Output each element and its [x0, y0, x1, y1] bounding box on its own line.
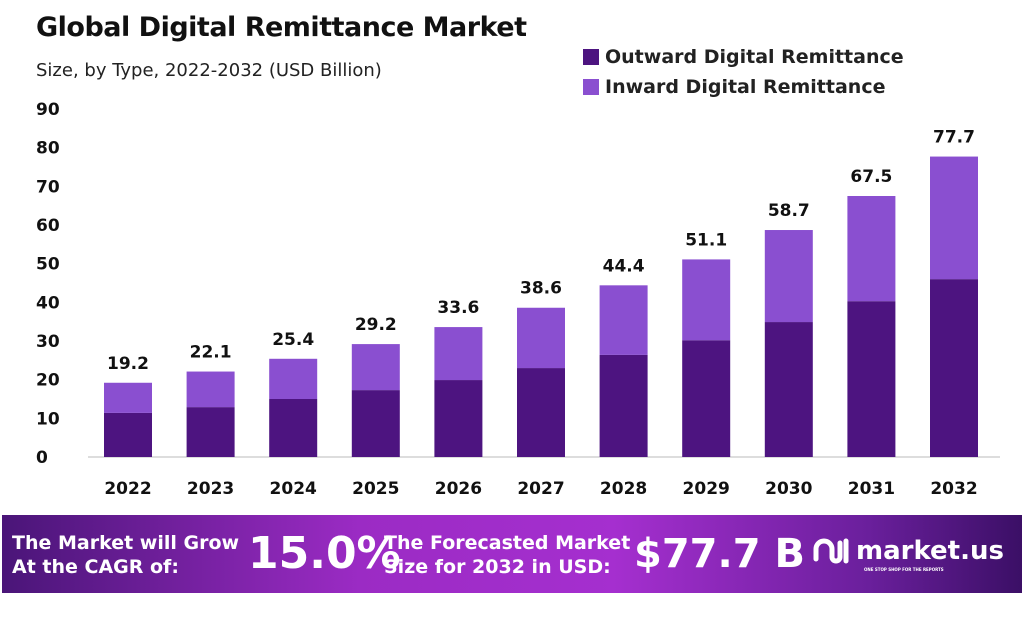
- legend: Outward Digital Remittance Inward Digita…: [583, 46, 904, 106]
- y-tick-label: 20: [36, 371, 60, 391]
- x-tick-label: 2026: [435, 479, 482, 499]
- x-tick-label: 2022: [104, 479, 151, 499]
- y-tick-label: 90: [36, 100, 60, 120]
- bar-outward-2032: [930, 279, 978, 457]
- y-tick-label: 50: [36, 255, 60, 275]
- x-tick-label: 2023: [187, 479, 234, 499]
- bar-inward-2025: [351, 344, 400, 391]
- bar-inward-2030: [764, 230, 813, 323]
- bar-inward-2023: [186, 371, 235, 408]
- data-label-total: 22.1: [190, 343, 232, 363]
- legend-swatch-outward: [583, 49, 599, 65]
- logo-icon: [813, 538, 849, 564]
- bar-inward-2026: [434, 327, 483, 381]
- legend-item-outward: Outward Digital Remittance: [583, 46, 904, 68]
- chart-title: Global Digital Remittance Market: [36, 12, 527, 43]
- bar-inward-2031: [847, 196, 896, 302]
- data-label-total: 29.2: [355, 315, 397, 335]
- data-label-total: 44.4: [603, 256, 645, 276]
- data-label-total: 25.4: [272, 330, 314, 350]
- cagr-value: 15.0%: [248, 528, 401, 579]
- chart-subtitle: Size, by Type, 2022-2032 (USD Billion): [36, 60, 382, 81]
- data-label-total: 33.6: [437, 298, 479, 318]
- legend-swatch-inward: [583, 79, 599, 95]
- x-tick-label: 2030: [765, 479, 812, 499]
- cagr-label: The Market will Grow At the CAGR of:: [12, 532, 240, 578]
- bar-inward-2027: [517, 307, 565, 369]
- bar-outward-2024: [269, 399, 318, 457]
- legend-item-inward: Inward Digital Remittance: [583, 76, 904, 98]
- bar-inward-2028: [599, 285, 648, 355]
- y-tick-label: 60: [36, 216, 60, 236]
- x-tick-label: 2025: [352, 479, 399, 499]
- market-us-logo: market.us ONE STOP SHOP FOR THE REPORTS: [812, 535, 1004, 572]
- bar-outward-2026: [434, 380, 483, 457]
- summary-banner: The Market will Grow At the CAGR of: 15.0…: [2, 515, 1022, 593]
- y-tick-label: 30: [36, 332, 60, 352]
- x-tick-label: 2032: [930, 479, 977, 499]
- x-tick-label: 2031: [848, 479, 895, 499]
- bar-outward-2030: [764, 322, 813, 457]
- bar-inward-2032: [930, 156, 978, 280]
- bar-inward-2022: [104, 382, 152, 413]
- forecast-label: The Forecasted Market Size for 2032 in US…: [384, 532, 631, 578]
- y-tick-label: 10: [36, 409, 60, 429]
- x-tick-label: 2028: [600, 479, 647, 499]
- bar-outward-2023: [186, 407, 235, 457]
- y-tick-label: 0: [36, 448, 48, 468]
- data-label-total: 51.1: [685, 230, 727, 250]
- forecast-value: $77.7 B: [634, 531, 805, 577]
- x-tick-label: 2029: [683, 479, 730, 499]
- data-label-total: 67.5: [850, 167, 892, 187]
- y-tick-label: 80: [36, 139, 60, 159]
- data-label-total: 77.7: [933, 128, 975, 148]
- data-label-total: 58.7: [768, 201, 810, 221]
- x-tick-label: 2027: [517, 479, 564, 499]
- bar-outward-2027: [517, 368, 565, 457]
- y-tick-label: 40: [36, 293, 60, 313]
- bar-outward-2022: [104, 412, 152, 457]
- bar-outward-2031: [847, 301, 896, 457]
- bar-inward-2024: [269, 358, 318, 399]
- y-tick-label: 70: [36, 177, 60, 197]
- x-tick-label: 2024: [270, 479, 317, 499]
- bar-inward-2029: [682, 259, 731, 341]
- bar-outward-2025: [351, 390, 400, 457]
- data-label-total: 38.6: [520, 279, 562, 299]
- bar-outward-2028: [599, 354, 648, 457]
- bar-outward-2029: [682, 340, 731, 457]
- chart-plot: 010203040506070809019.2202222.1202325.42…: [36, 100, 1000, 499]
- data-label-total: 19.2: [107, 354, 149, 374]
